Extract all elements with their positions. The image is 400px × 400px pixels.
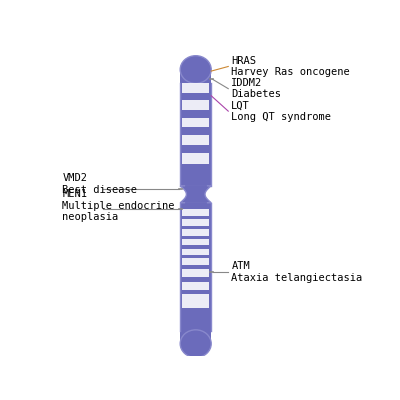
Text: ATM
Ataxia telangiectasia: ATM Ataxia telangiectasia — [231, 262, 363, 283]
Bar — [182, 209, 209, 216]
Bar — [182, 258, 209, 265]
Bar — [180, 70, 211, 186]
Bar — [182, 118, 209, 126]
Text: HRAS
Harvey Ras oncogene: HRAS Harvey Ras oncogene — [231, 56, 350, 77]
Bar — [182, 100, 209, 110]
Bar — [182, 294, 209, 308]
Text: LQT
Long QT syndrome: LQT Long QT syndrome — [231, 100, 331, 122]
Bar — [182, 269, 209, 278]
Bar — [180, 203, 211, 344]
Bar — [182, 229, 209, 236]
Ellipse shape — [180, 56, 211, 84]
Polygon shape — [180, 186, 211, 203]
Text: IDDM2
Diabetes: IDDM2 Diabetes — [231, 78, 281, 100]
Bar — [182, 282, 209, 290]
Bar — [182, 239, 209, 246]
Text: MEN1
Multiple endocrine
neoplasia: MEN1 Multiple endocrine neoplasia — [62, 189, 175, 222]
Text: VMD2
Best disease: VMD2 Best disease — [62, 173, 138, 195]
Bar — [182, 84, 209, 93]
Bar — [182, 153, 209, 164]
Bar — [182, 248, 209, 255]
Bar — [182, 134, 209, 145]
Ellipse shape — [180, 330, 211, 358]
Bar — [182, 219, 209, 226]
